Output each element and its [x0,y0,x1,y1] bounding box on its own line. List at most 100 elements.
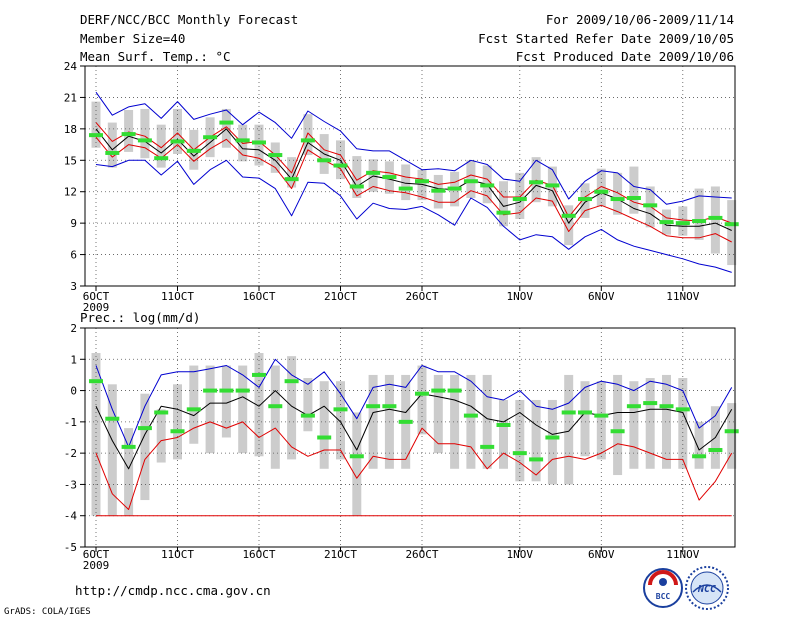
observation-marker [480,444,495,449]
observation-marker [137,138,152,143]
observation-marker [708,448,723,453]
observation-marker [154,156,169,161]
observation-marker [643,401,658,406]
observation-marker [512,451,527,456]
spread-bar [238,365,248,454]
grads-credit: GrADS: COLA/IGES [4,607,91,617]
observation-marker [529,180,544,185]
x-tick-label: 6OCT [83,290,110,303]
temperature-lines [95,91,732,273]
spread-bar [368,159,378,192]
forecast-produced-date: Fcst Produced Date 2009/10/06 [516,49,734,64]
ncc-logo-globe [690,571,724,605]
y-tick-label: 2 [70,322,77,335]
source-url[interactable]: http://cmdp.ncc.cma.gov.cn [75,583,271,598]
spread-bar [287,356,297,460]
observation-marker [431,188,446,193]
temperature-gridlines [85,66,735,286]
temperature-plot-frame [84,65,736,287]
y-tick-label: -3 [64,478,77,491]
ncc-logo: NCC [685,566,729,610]
observation-marker [578,410,592,415]
observation-marker [415,179,429,184]
y-tick-label: 24 [64,60,78,73]
y-tick-label: 9 [70,217,77,230]
observation-marker [675,221,690,226]
spread-bar [401,164,411,201]
ensemble-max-line [95,91,732,205]
observation-marker [186,407,201,412]
ensemble-mean-line [95,390,733,470]
spread-bar [727,403,737,469]
observation-marker [170,139,185,144]
observation-marker [496,210,511,215]
spread-bar [580,381,590,457]
spread-bar [466,374,476,469]
spread-bar [564,205,574,246]
spread-bar [482,374,492,469]
observation-marker [431,388,446,393]
x-tick-label: 6OCT [83,548,110,561]
observation-marker [594,413,609,418]
spread-bar [156,409,166,463]
y-tick-label: 3 [70,280,77,293]
x-tick-label: 1NOV [507,290,534,303]
spread-bar [254,124,264,166]
x-tick-label: 16OCT [242,548,275,561]
precip-panel-title: Prec.: log(mm/d) [80,310,200,325]
y-tick-label: 15 [64,154,77,167]
observation-marker [463,413,478,418]
temperature-observations [89,120,739,227]
spread-bar [613,374,623,476]
temperature-spread-bars [91,101,737,266]
member-size-label: Member Size=40 [80,31,185,46]
observation-marker [366,170,381,175]
x-tick-label: 11NOV [666,290,699,303]
bcc-logo-arc [648,570,678,586]
observation-marker [610,429,625,434]
spread-bar [270,142,280,173]
observation-marker [643,203,658,208]
variable-label: Mean Surf. Temp.: °C [80,49,231,64]
x-tick-label: 6NOV [588,290,615,303]
observation-marker [333,163,348,168]
x-tick-label: 1NOV [507,548,534,561]
spread-bar [645,378,655,469]
observation-marker [333,407,348,412]
spread-bar [531,399,541,482]
spread-bar [221,365,231,438]
observation-marker [724,429,739,434]
spread-bar [140,108,150,159]
spread-bar [515,172,525,219]
observation-marker [349,454,364,459]
spread-bar [531,157,541,203]
x-tick-label: 11NOV [666,548,699,561]
spread-bar [417,365,427,435]
y-tick-label: 0 [70,385,77,398]
spread-bar [499,399,508,469]
spread-bar [107,384,117,516]
x-year-label: 2009 [83,559,110,572]
y-tick-label: -5 [64,541,77,554]
spread-bar [727,200,737,266]
bcc-logo-ring [643,568,683,608]
observation-marker [252,140,266,145]
observation-marker [89,133,103,138]
spread-bar [140,393,150,501]
observation-marker [594,189,609,194]
observation-marker [692,219,707,224]
spread-bar [107,122,117,168]
spread-bar [303,378,313,432]
y-tick-label: 21 [64,91,77,104]
observation-marker [578,197,592,202]
spread-bar [221,108,231,148]
spread-bar [319,381,329,469]
observation-marker [317,435,332,440]
x-tick-label: 26OCT [405,548,438,561]
spread-bar [352,156,362,198]
ensemble-min-line [95,159,732,273]
temperature-panel: 3 6 9 12 15 18 21 24 6OCT 11OCT 16OCT 21OCT 26OCT 1NO… [64,60,739,314]
y-tick-label: -4 [64,510,78,523]
precip-lines [95,358,733,517]
